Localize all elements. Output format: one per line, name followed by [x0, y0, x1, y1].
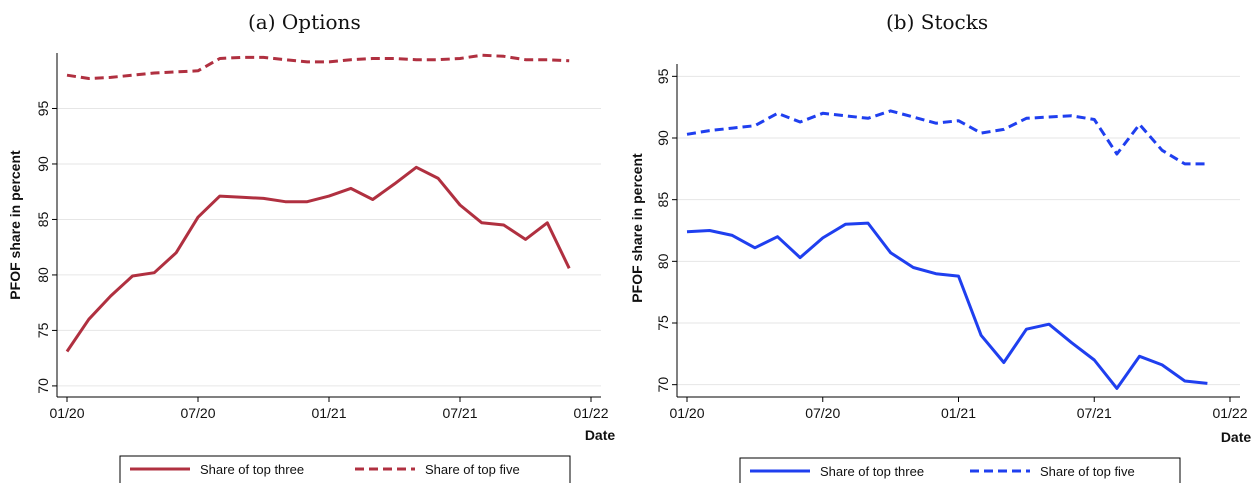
series-line-top-five: [66, 53, 570, 80]
series-line-top-five: [686, 109, 1208, 166]
x-tick-label: 01/20: [669, 405, 704, 421]
y-tick-label: 80: [655, 253, 671, 269]
x-tick-label: 01/21: [311, 405, 346, 421]
x-tick-label: 01/22: [573, 405, 608, 421]
y-tick-label: 95: [655, 68, 671, 84]
x-tick-label: 07/20: [805, 405, 840, 421]
x-tick-label: 07/21: [1077, 405, 1112, 421]
chart-panel-a: 70 75 80 85 90 95 01/20 07/20 01/21 07/21 01/22 PFO…: [7, 53, 615, 483]
y-tick-label: 90: [35, 156, 51, 172]
legend-label: Share of top five: [1040, 464, 1135, 479]
panel-a-title: (a) Options: [248, 10, 361, 34]
y-tick-label: 75: [655, 315, 671, 331]
y-tick-label: 85: [655, 192, 671, 208]
series-line-top-three: [686, 221, 1208, 390]
legend-label: Share of top three: [200, 462, 304, 477]
y-axis-title: PFOF share in percent: [7, 150, 23, 300]
y-tick-label: 70: [655, 377, 671, 393]
x-axis-title: Date: [1221, 429, 1252, 445]
legend-label: Share of top five: [425, 462, 520, 477]
legend-box: [739, 457, 1181, 483]
y-tick-label: 90: [655, 130, 671, 146]
x-axis-title: Date: [585, 427, 616, 443]
series-line-top-three: [65, 165, 571, 353]
y-tick-label: 95: [35, 100, 51, 116]
legend-box: [119, 455, 571, 483]
x-tick-label: 07/20: [180, 405, 215, 421]
legend-label: Share of top three: [820, 464, 924, 479]
x-tick-label: 01/21: [941, 405, 976, 421]
y-axis-title: PFOF share in percent: [629, 153, 645, 303]
y-tick-label: 85: [35, 211, 51, 227]
x-tick-label: 01/22: [1212, 405, 1247, 421]
y-tick-label: 75: [35, 322, 51, 338]
x-tick-label: 07/21: [442, 405, 477, 421]
legend: Share of top three Share of top five: [119, 455, 571, 483]
y-tick-label: 80: [35, 267, 51, 283]
y-tick-label: 70: [35, 378, 51, 394]
legend: Share of top three Share of top five: [739, 457, 1181, 483]
panel-b-title: (b) Stocks: [886, 10, 989, 34]
x-tick-label: 01/20: [49, 405, 84, 421]
chart-panel-b: 70 75 80 85 90 95 01/20 07/20 01/21 07/21 01/22 PFO…: [629, 64, 1251, 483]
